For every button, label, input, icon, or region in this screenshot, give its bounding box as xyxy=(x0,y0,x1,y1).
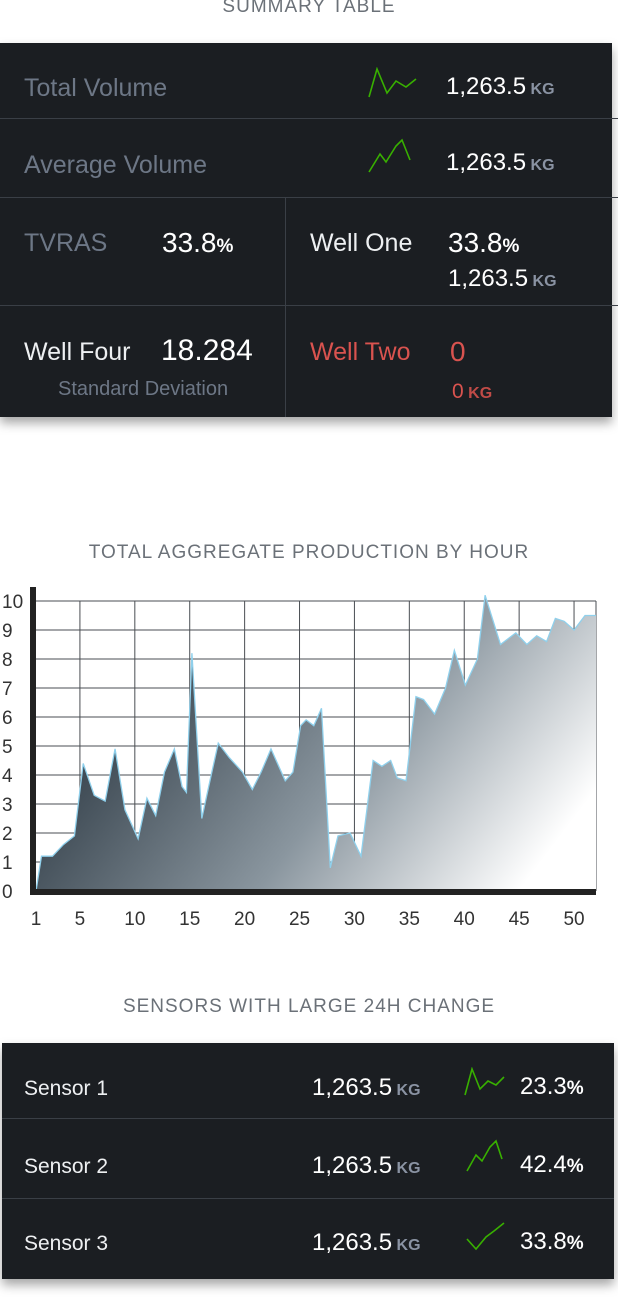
well-two-label: Well Two xyxy=(310,338,411,366)
y-tick-label: 5 xyxy=(2,737,13,758)
well-one-kg: 1,263.5 KG xyxy=(448,265,557,292)
well-four-value: 18.284 xyxy=(161,334,253,367)
divider xyxy=(2,1198,614,1199)
sensor-2-change: 42.4% xyxy=(520,1151,584,1178)
sensor-3-name: Sensor 3 xyxy=(24,1232,109,1255)
total-volume-value: 1,263.5 KG xyxy=(446,73,555,100)
production-line xyxy=(35,595,596,892)
y-tick-label: 4 xyxy=(2,766,13,787)
well-one-pct: 33.8% xyxy=(448,227,520,258)
y-tick-label: 10 xyxy=(2,592,23,613)
divider xyxy=(2,1118,614,1119)
sensor-2-name: Sensor 2 xyxy=(24,1155,109,1178)
sensors-panel: Sensor 1 1,263.5 KG 23.3% Sensor 2 1,263… xyxy=(2,1043,614,1279)
well-one-label: Well One xyxy=(310,229,413,257)
x-tick-label: 1 xyxy=(31,909,42,930)
y-tick-label: 6 xyxy=(2,708,13,729)
sparkline-icon xyxy=(466,1222,505,1251)
x-tick-label: 50 xyxy=(563,909,584,930)
average-volume-label: Average Volume xyxy=(24,151,207,179)
sensor-1-change: 23.3% xyxy=(520,1073,584,1100)
x-tick-label: 5 xyxy=(75,909,86,930)
divider xyxy=(0,197,618,198)
x-tick-label: 35 xyxy=(399,909,420,930)
well-four-label: Well Four xyxy=(24,338,131,366)
x-tick-label: 20 xyxy=(234,909,255,930)
divider xyxy=(0,305,618,306)
y-tick-label: 9 xyxy=(2,621,13,642)
summary-panel: Total Volume 1,263.5 KG Average Volume 1… xyxy=(0,43,618,417)
summary-title: SUMMARY TABLE xyxy=(222,0,396,17)
sparkline-icon xyxy=(368,138,411,173)
divider xyxy=(0,118,618,119)
x-tick-label: 45 xyxy=(509,909,530,930)
x-tick-label: 10 xyxy=(124,909,145,930)
chart-title: TOTAL AGGREGATE PRODUCTION BY HOUR xyxy=(88,542,530,563)
tvras-value: 33.8% xyxy=(162,227,234,258)
total-volume-label: Total Volume xyxy=(24,74,168,102)
y-tick-label: 8 xyxy=(2,650,13,671)
x-tick-label: 30 xyxy=(344,909,365,930)
sparkline-icon xyxy=(466,1139,503,1172)
y-tick-label: 7 xyxy=(2,679,13,700)
sensor-2-value: 1,263.5 KG xyxy=(312,1152,421,1179)
standard-deviation-label: Standard Deviation xyxy=(58,378,229,400)
sensor-1-name: Sensor 1 xyxy=(24,1077,109,1100)
average-volume-value: 1,263.5 KG xyxy=(446,149,555,176)
production-area xyxy=(36,595,596,891)
y-tick-label: 3 xyxy=(2,795,13,816)
well-two-kg: 0 KG xyxy=(452,380,493,403)
divider xyxy=(285,197,286,417)
x-tick-label: 15 xyxy=(179,909,200,930)
x-tick-label: 40 xyxy=(454,909,475,930)
x-tick-label: 25 xyxy=(289,909,310,930)
well-two-value: 0 xyxy=(450,336,466,367)
sensor-3-change: 33.8% xyxy=(520,1228,584,1255)
sparkline-icon xyxy=(464,1067,505,1096)
y-tick-label: 0 xyxy=(2,882,13,903)
sparkline-icon xyxy=(368,67,417,98)
sensor-1-value: 1,263.5 KG xyxy=(312,1074,421,1101)
y-tick-label: 2 xyxy=(2,824,13,845)
sensor-3-value: 1,263.5 KG xyxy=(312,1229,421,1256)
sensors-title: SENSORS WITH LARGE 24H CHANGE xyxy=(122,996,496,1017)
y-tick-label: 1 xyxy=(2,853,13,874)
tvras-label: TVRAS xyxy=(24,229,108,257)
